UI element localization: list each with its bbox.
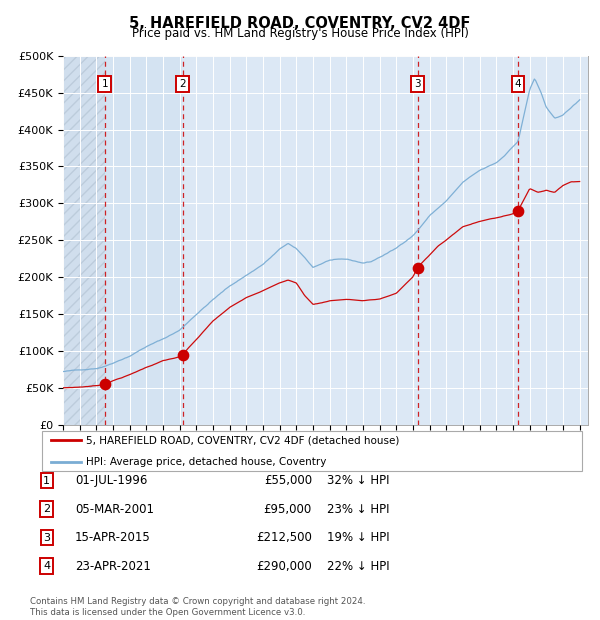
Text: 19% ↓ HPI: 19% ↓ HPI — [327, 531, 389, 544]
Point — [100, 379, 109, 389]
Point — [514, 206, 523, 216]
Text: 2: 2 — [43, 504, 50, 514]
Text: 1: 1 — [101, 79, 108, 89]
Point — [413, 263, 422, 273]
Point — [178, 350, 187, 360]
Text: 22% ↓ HPI: 22% ↓ HPI — [327, 560, 389, 572]
Bar — [104, 56, 182, 425]
Text: 5, HAREFIELD ROAD, COVENTRY, CV2 4DF (detached house): 5, HAREFIELD ROAD, COVENTRY, CV2 4DF (de… — [86, 435, 399, 445]
Text: 1: 1 — [43, 476, 50, 485]
Text: 01-JUL-1996: 01-JUL-1996 — [75, 474, 148, 487]
Text: HPI: Average price, detached house, Coventry: HPI: Average price, detached house, Cove… — [86, 457, 326, 467]
Text: 5, HAREFIELD ROAD, COVENTRY, CV2 4DF: 5, HAREFIELD ROAD, COVENTRY, CV2 4DF — [130, 16, 470, 30]
Text: £212,500: £212,500 — [256, 531, 312, 544]
Text: 32% ↓ HPI: 32% ↓ HPI — [327, 474, 389, 487]
Text: Price paid vs. HM Land Registry's House Price Index (HPI): Price paid vs. HM Land Registry's House … — [131, 27, 469, 40]
Bar — [63, 56, 104, 425]
Text: £95,000: £95,000 — [264, 503, 312, 515]
Text: 05-MAR-2001: 05-MAR-2001 — [75, 503, 154, 515]
Text: 23% ↓ HPI: 23% ↓ HPI — [327, 503, 389, 515]
Text: Contains HM Land Registry data © Crown copyright and database right 2024.
This d: Contains HM Land Registry data © Crown c… — [30, 598, 365, 617]
Text: £290,000: £290,000 — [256, 560, 312, 572]
Text: £55,000: £55,000 — [264, 474, 312, 487]
Text: 4: 4 — [43, 561, 50, 571]
Text: 4: 4 — [515, 79, 521, 89]
Text: 23-APR-2021: 23-APR-2021 — [75, 560, 151, 572]
Text: 15-APR-2015: 15-APR-2015 — [75, 531, 151, 544]
Text: 3: 3 — [415, 79, 421, 89]
Text: 2: 2 — [179, 79, 186, 89]
Text: 3: 3 — [43, 533, 50, 542]
